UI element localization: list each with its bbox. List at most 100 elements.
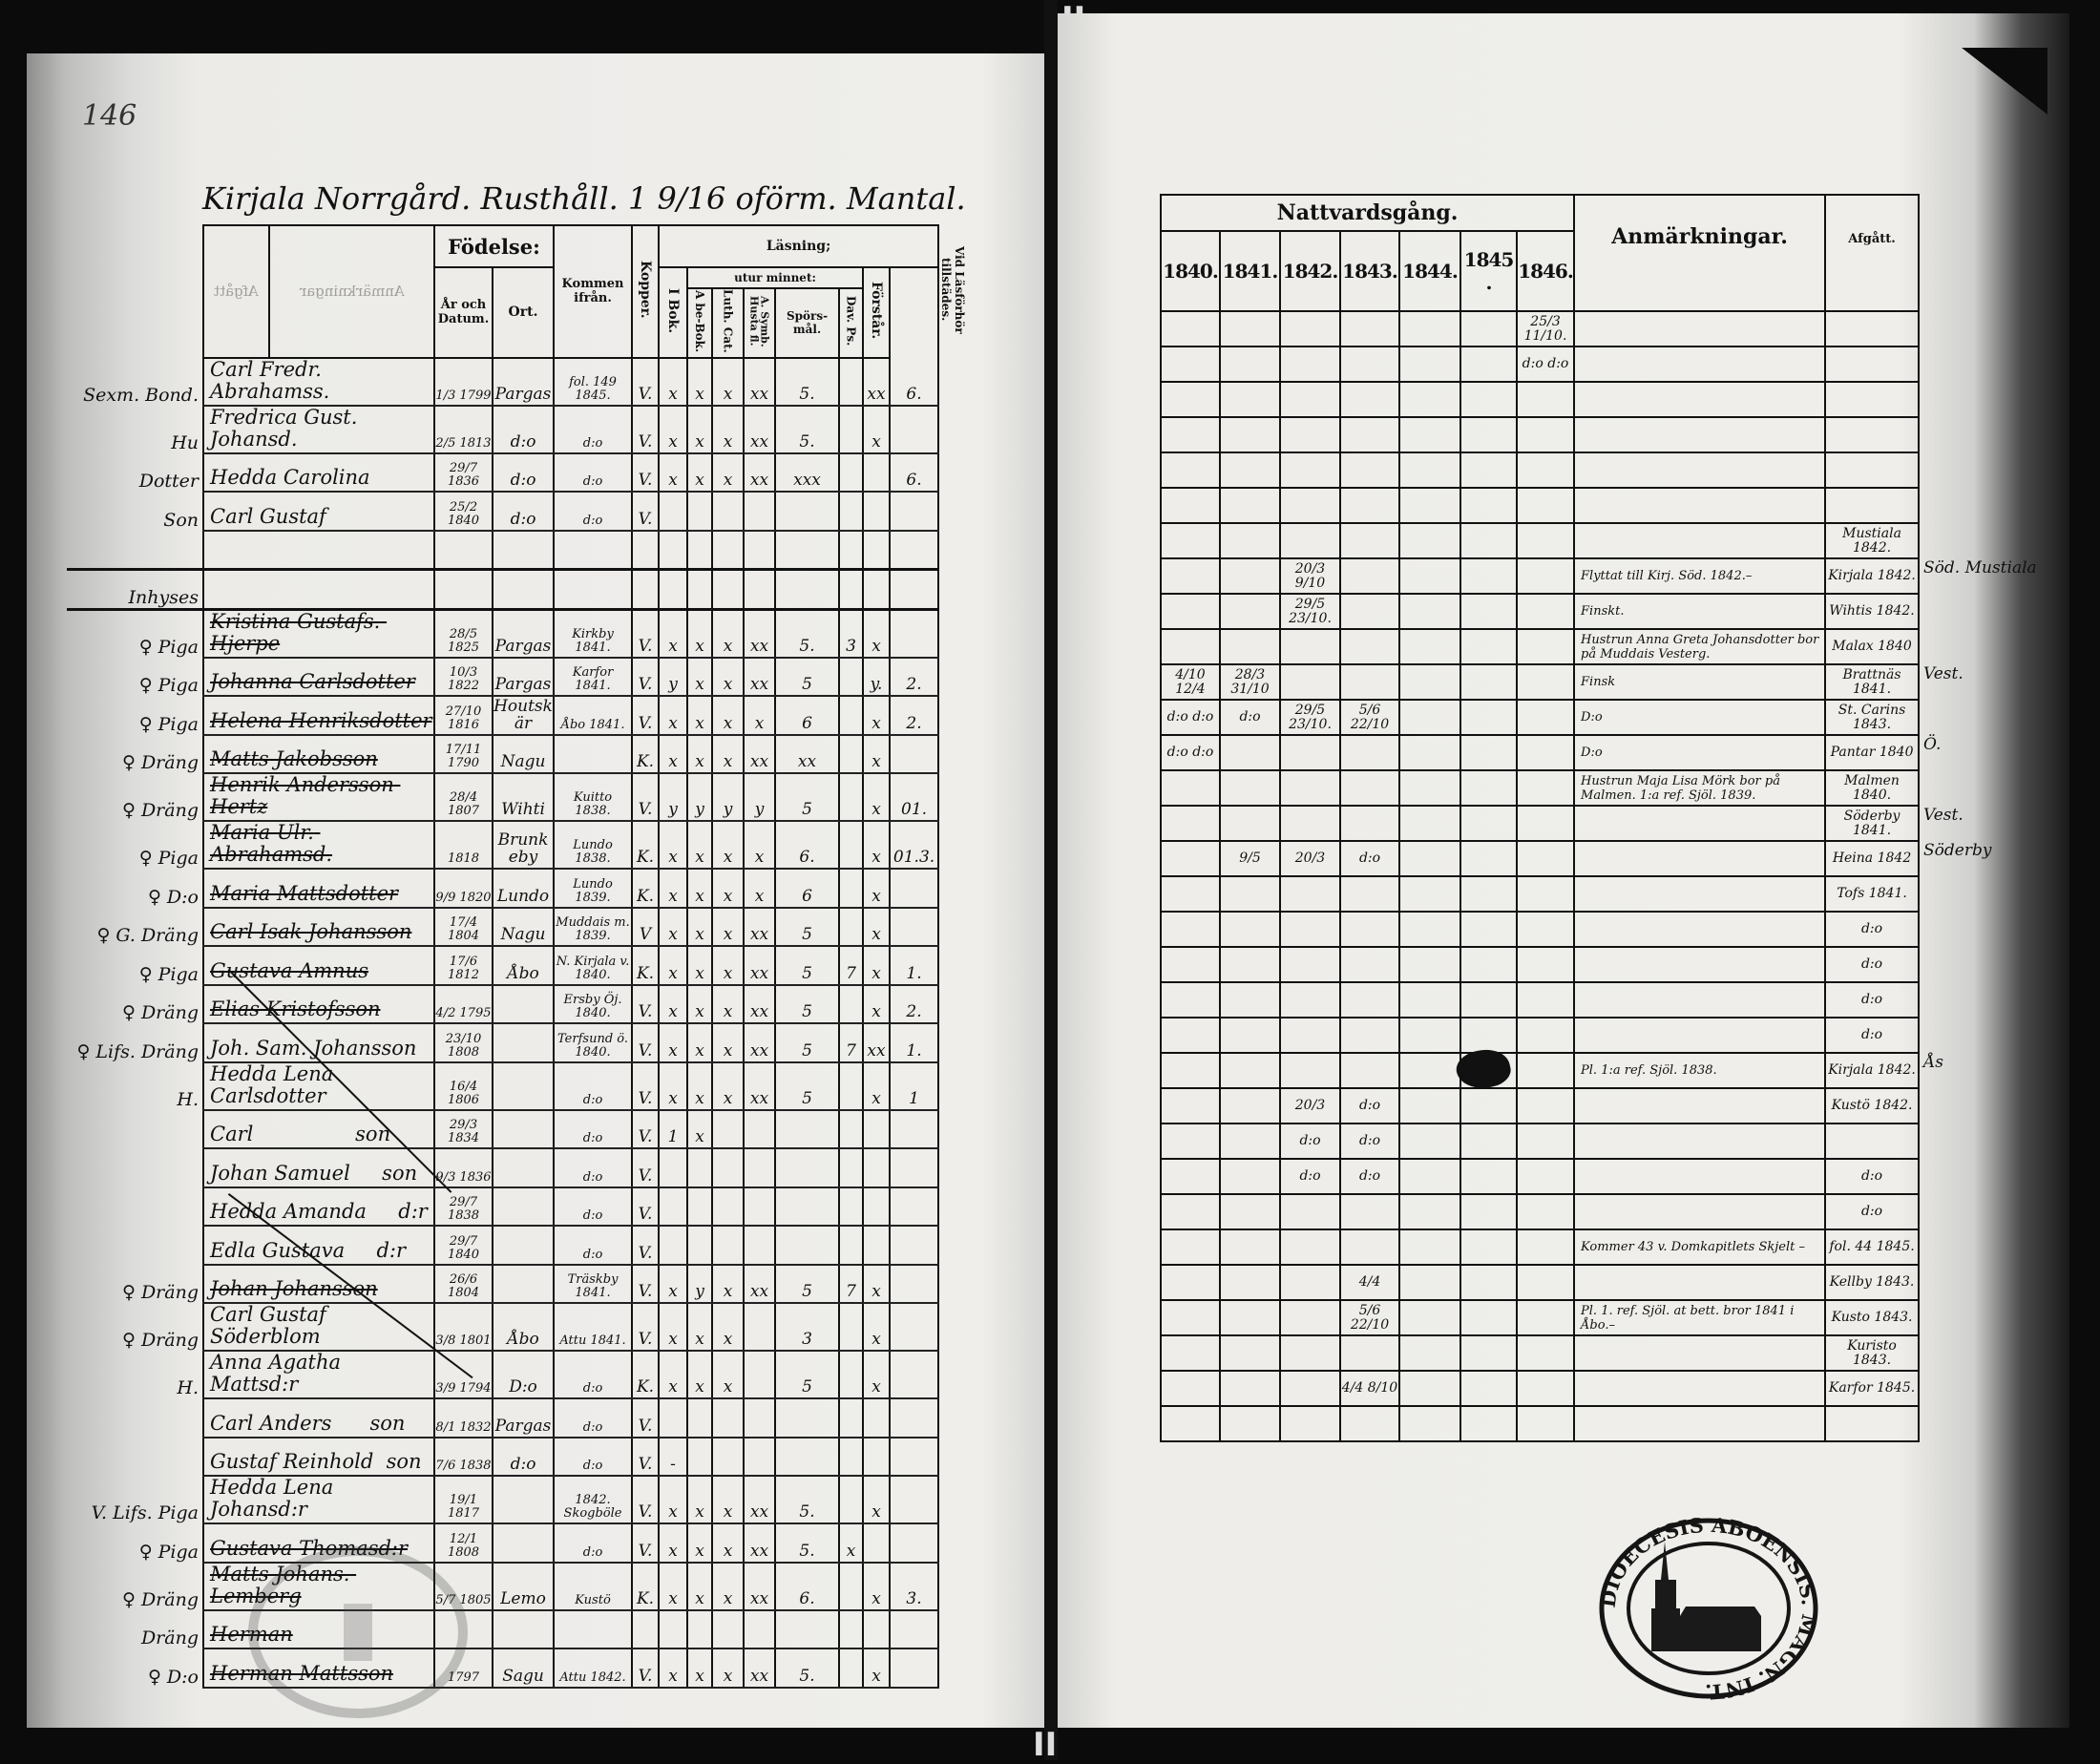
communion-date xyxy=(1219,310,1281,347)
cell-spors: xx xyxy=(774,734,841,775)
cell-birth: 1797 xyxy=(433,1648,494,1689)
relation-label xyxy=(67,1226,203,1265)
communion-date xyxy=(1219,911,1281,948)
cell-abe: x xyxy=(686,1523,714,1564)
communion-date xyxy=(1279,769,1341,807)
communion-date xyxy=(1339,805,1400,842)
person-name-text: Henrik Andersson Hertz xyxy=(210,773,401,819)
cell-ort xyxy=(491,1226,556,1266)
cell-dav xyxy=(838,734,865,775)
cell-spors: 6 xyxy=(774,696,841,736)
cell-kommen: Muddais m. 1839. xyxy=(553,907,634,948)
communion-date xyxy=(1279,981,1341,1018)
header-anmarkningar: Anmärkningar. xyxy=(1573,194,1827,312)
cell-ort: Lundo xyxy=(491,869,556,909)
relation-label: Son xyxy=(163,509,199,531)
communion-date xyxy=(1279,346,1341,383)
cell-asymb xyxy=(743,1148,777,1188)
cell-kommen: d:o xyxy=(553,1351,634,1400)
cell-asymb xyxy=(743,1226,777,1266)
cell-dav xyxy=(838,657,865,698)
book-spine xyxy=(1044,0,1058,1760)
cell-kommen: d:o xyxy=(553,1398,634,1438)
cell-luth xyxy=(711,492,746,532)
cell-forstar: x xyxy=(862,696,892,736)
communion-date xyxy=(1515,487,1576,524)
cell-birth: 4/2 1795 xyxy=(433,984,494,1025)
person-name: Johanna Carlsdotter xyxy=(202,657,435,698)
communion-date xyxy=(1515,1017,1576,1054)
communion-date xyxy=(1160,981,1221,1018)
cell-birth: 1818 xyxy=(433,821,494,871)
communion-date xyxy=(1515,663,1576,701)
register-row: ♀ D:o Herman Mattsson 1797 Sagu Attu 1842. V.… xyxy=(67,1648,940,1689)
cell-dav xyxy=(838,1398,865,1438)
header-year: 1845. xyxy=(1460,230,1518,312)
departure: Tofs 1841. xyxy=(1824,875,1921,913)
departure: Malmen 1840. xyxy=(1824,769,1921,807)
cell-ibok xyxy=(658,1609,689,1650)
communion-date xyxy=(1398,310,1461,347)
cell-forstar xyxy=(862,492,892,532)
communion-date: 28/3 31/10 xyxy=(1219,663,1281,701)
cell-abe: x xyxy=(686,357,714,407)
communion-date xyxy=(1398,416,1461,453)
communion-date xyxy=(1398,346,1461,383)
communion-date xyxy=(1219,1370,1281,1407)
cell-kommen: d:o xyxy=(553,492,634,532)
cell-spors: 5 xyxy=(774,1023,841,1063)
departure-margin-note: Ås xyxy=(1923,1053,1944,1072)
cell-dav: 7 xyxy=(838,1264,865,1305)
cell-dav xyxy=(838,1109,865,1150)
communion-date: 25/3 11/10. xyxy=(1515,310,1576,347)
departure: Brattnäs 1841. Vest. xyxy=(1824,663,1964,701)
communion-row: 4/4 Kellby 1843. xyxy=(1160,1264,1921,1301)
departure: Malax 1840 xyxy=(1824,628,1921,665)
cell-forstar xyxy=(862,1109,892,1150)
cell-abe: x xyxy=(686,984,714,1025)
communion-date xyxy=(1339,1405,1400,1442)
cell-luth: x xyxy=(711,1648,746,1689)
communion-date xyxy=(1398,1158,1461,1195)
departure-text: Söderby 1841. xyxy=(1843,808,1900,838)
communion-date xyxy=(1160,628,1221,665)
register-row: ♀ D:o Maria Mattsdotter 9/9 1820 Lundo Lundo… xyxy=(67,869,940,909)
relation-label: ♀ Piga xyxy=(138,963,199,985)
cell-luth xyxy=(711,1398,746,1438)
departure: Kuristo 1843. xyxy=(1824,1334,1921,1372)
person-name: Gustaf Reinhold son xyxy=(202,1437,435,1478)
departure-text: d:o xyxy=(1860,956,1883,972)
communion-date: 4/4 8/10 xyxy=(1339,1370,1400,1407)
header-fodelse: Födelse: xyxy=(432,224,556,268)
communion-date xyxy=(1160,1370,1221,1407)
cell-asymb: xx xyxy=(743,357,777,407)
cell-dav xyxy=(838,773,865,823)
person-name-text: Carl Fredr. Abrahamss. xyxy=(210,357,330,403)
communion-date xyxy=(1460,1334,1518,1372)
relation-label: Hu xyxy=(171,431,199,453)
cell-kommen: Karfor 1841. xyxy=(553,657,634,698)
communion-row xyxy=(1160,416,1921,453)
cell-luth: x xyxy=(711,946,746,986)
communion-date xyxy=(1219,593,1281,630)
remark xyxy=(1573,381,1827,418)
remark: Kommer 43 v. Domkapitlets Skjelt – xyxy=(1573,1228,1827,1266)
cell-kommen: Terfsund ö. 1840. xyxy=(553,1023,634,1063)
communion-date xyxy=(1219,1405,1281,1442)
cell-ibok: y xyxy=(658,773,689,823)
remark xyxy=(1573,452,1827,489)
communion-date xyxy=(1279,628,1341,665)
communion-date xyxy=(1339,416,1400,453)
relation-label xyxy=(67,1398,203,1438)
cell-vid xyxy=(889,1476,940,1525)
cell-kopper: V. xyxy=(631,1023,661,1063)
cell-kommen: Attu 1841. xyxy=(553,1303,634,1353)
cell-kopper: V. xyxy=(631,1437,661,1478)
cell-asymb: x xyxy=(743,869,777,909)
person-name-text: Gustava Amnus xyxy=(210,958,369,982)
departure: St. Carins 1843. xyxy=(1824,699,1921,736)
cell-kopper: V. xyxy=(631,1226,661,1266)
cell-ort: Brunkeby xyxy=(491,821,556,871)
cell-spors: 5 xyxy=(774,1351,841,1400)
cell-abe: x xyxy=(686,609,714,659)
